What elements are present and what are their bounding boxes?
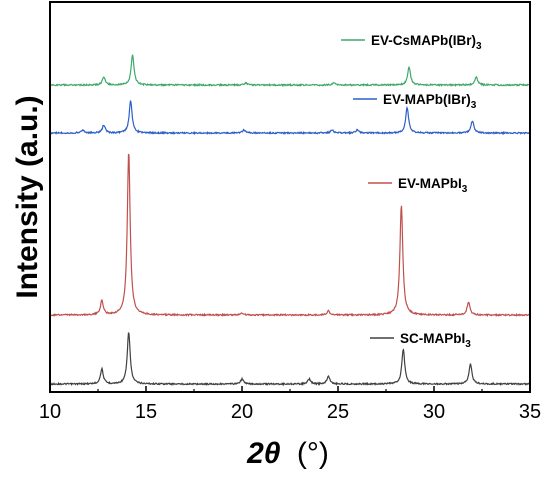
x-tick-label: 15 bbox=[135, 401, 157, 423]
legend-label-ev-csmapb-ibr: EV-CsMAPb(IBr)3 bbox=[371, 33, 482, 52]
x-tick-label: 35 bbox=[519, 401, 541, 423]
legend-label-ev-mapb-ibr: EV-MAPb(IBr)3 bbox=[383, 92, 477, 111]
x-tick-label: 10 bbox=[39, 401, 61, 423]
trace-ev-mapb-ibr bbox=[50, 100, 530, 136]
traces-layer bbox=[50, 54, 530, 387]
legend-name: EV-CsMAPb(IBr) bbox=[371, 33, 476, 48]
trace-ev-mapbi bbox=[50, 153, 530, 318]
legend-subscript: 3 bbox=[471, 100, 477, 111]
x-axis-title: 2θ (°) bbox=[246, 437, 329, 470]
x-tick-labels: 10 15 20 25 30 35 bbox=[39, 401, 541, 423]
x-tick-label: 30 bbox=[423, 401, 445, 423]
x-axis-symbol: 2θ bbox=[246, 437, 281, 470]
x-tick-label: 25 bbox=[327, 401, 349, 423]
legends-layer: SC-MAPbI3EV-MAPbI3EV-MAPb(IBr)3EV-CsMAPb… bbox=[341, 33, 482, 350]
x-tick-label: 20 bbox=[231, 401, 253, 423]
trace-ev-csmapb-ibr bbox=[50, 54, 530, 88]
legend-subscript: 3 bbox=[462, 184, 468, 195]
legend-subscript: 3 bbox=[476, 41, 482, 52]
legend-name: EV-MAPb(IBr) bbox=[383, 92, 471, 107]
trace-sc-mapbi bbox=[50, 332, 530, 387]
legend-label-sc-mapbi: SC-MAPbI3 bbox=[400, 331, 471, 350]
x-ticks bbox=[49, 386, 531, 392]
legend-label-ev-mapbi: EV-MAPbI3 bbox=[398, 176, 468, 195]
legend-subscript: 3 bbox=[465, 339, 471, 350]
legend-name: SC-MAPbI bbox=[400, 331, 465, 346]
x-axis-unit: (°) bbox=[297, 437, 329, 470]
legend-name: EV-MAPbI bbox=[398, 176, 462, 191]
y-axis-title: Intensity (a.u.) bbox=[11, 95, 44, 298]
